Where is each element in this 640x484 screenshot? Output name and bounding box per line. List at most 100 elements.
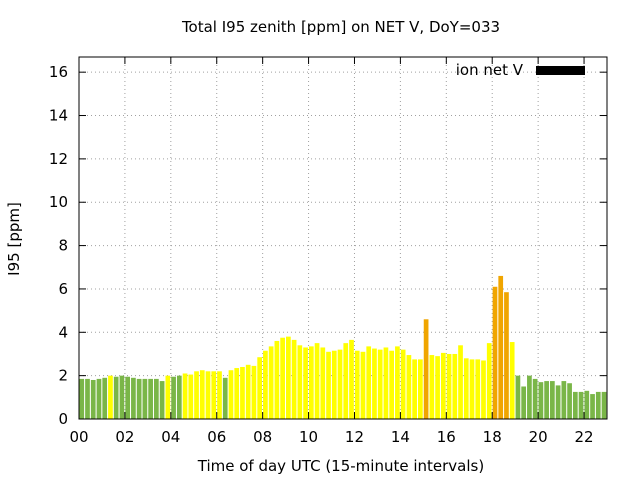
x-axis-label: Time of day UTC (15-minute intervals): [197, 457, 484, 475]
bar: [584, 390, 590, 419]
grid-lines: [79, 57, 607, 419]
bar: [131, 377, 136, 419]
bar: [395, 346, 400, 419]
bar: [286, 336, 291, 419]
x-tick-label: 22: [574, 428, 593, 446]
bar: [263, 350, 268, 419]
bar: [171, 376, 176, 419]
bar: [331, 350, 337, 419]
x-tick-label: 18: [483, 428, 502, 446]
bar: [383, 347, 389, 419]
bar: [90, 379, 96, 419]
bar: [481, 360, 486, 419]
bar: [337, 349, 343, 419]
bar: [291, 339, 297, 419]
x-tick-label: 12: [345, 428, 364, 446]
bar: [188, 374, 194, 419]
bar: [372, 348, 377, 419]
bar: [486, 343, 492, 419]
bars: [79, 275, 607, 419]
bar: [429, 355, 435, 419]
bar: [435, 356, 440, 419]
bar: [527, 375, 532, 419]
bar: [222, 377, 228, 419]
bar: [475, 359, 481, 419]
bar: [228, 370, 234, 419]
y-tick-label: 12: [49, 150, 68, 168]
bar: [354, 350, 360, 419]
bar: [578, 391, 584, 419]
bar: [274, 340, 280, 419]
bar: [199, 370, 205, 419]
y-tick-label: 8: [58, 237, 68, 255]
bar: [245, 364, 251, 419]
bar: [194, 371, 199, 419]
bar: [217, 371, 222, 419]
bar: [377, 349, 383, 419]
x-tick-label: 02: [115, 428, 134, 446]
bar: [498, 275, 504, 419]
x-tick-label: 16: [437, 428, 456, 446]
x-tick-label: 14: [391, 428, 410, 446]
bar: [125, 376, 131, 419]
bar: [205, 371, 211, 419]
bar: [492, 286, 498, 419]
bar: [572, 391, 578, 419]
bar: [446, 353, 452, 419]
bar: [211, 371, 217, 419]
bar: [440, 352, 446, 419]
bar: [79, 378, 85, 419]
bar: [113, 376, 119, 419]
bar: [469, 359, 475, 419]
bar: [96, 378, 102, 419]
bar: [463, 358, 469, 419]
bar: [182, 373, 188, 419]
x-tick-label: 08: [253, 428, 272, 446]
y-tick-label: 6: [58, 280, 68, 298]
y-tick-label: 4: [58, 323, 68, 341]
bar: [102, 377, 108, 419]
bar: [154, 378, 159, 419]
bar: [389, 350, 395, 419]
bar: [412, 359, 417, 419]
bar: [423, 319, 429, 419]
chart-title: Total I95 zenith [ppm] on NET V, DoY=033: [181, 18, 500, 36]
bar: [544, 381, 549, 419]
y-axis-label: I95 [ppm]: [5, 202, 23, 276]
bar: [504, 292, 509, 419]
x-tick-label: 20: [529, 428, 548, 446]
bar: [595, 391, 601, 419]
bar: [268, 346, 274, 419]
y-tick-label: 16: [49, 63, 68, 81]
x-tick-label: 06: [207, 428, 226, 446]
legend: ion net V: [456, 61, 585, 79]
bar: [148, 378, 153, 419]
bar: [452, 353, 458, 419]
bar: [142, 378, 148, 419]
bar: [555, 385, 561, 419]
bar: [458, 345, 463, 419]
bar: [418, 359, 423, 419]
bar: [320, 347, 326, 419]
bar: [176, 375, 182, 419]
bar: [136, 378, 142, 419]
bar: [360, 351, 366, 419]
bar: [280, 337, 285, 419]
legend-swatch: [536, 66, 585, 75]
bar: [108, 375, 113, 419]
legend-label: ion net V: [456, 61, 524, 79]
bar: [406, 355, 412, 419]
bar: [165, 375, 171, 419]
bar: [509, 342, 515, 419]
bar: [561, 381, 567, 419]
bar: [532, 378, 538, 419]
bar: [297, 345, 303, 419]
bar: [366, 346, 372, 419]
x-tick-label: 04: [161, 428, 180, 446]
bar: [240, 366, 245, 419]
y-tick-label: 0: [58, 410, 68, 428]
plot-frame: [78, 56, 608, 420]
bar: [159, 381, 165, 419]
